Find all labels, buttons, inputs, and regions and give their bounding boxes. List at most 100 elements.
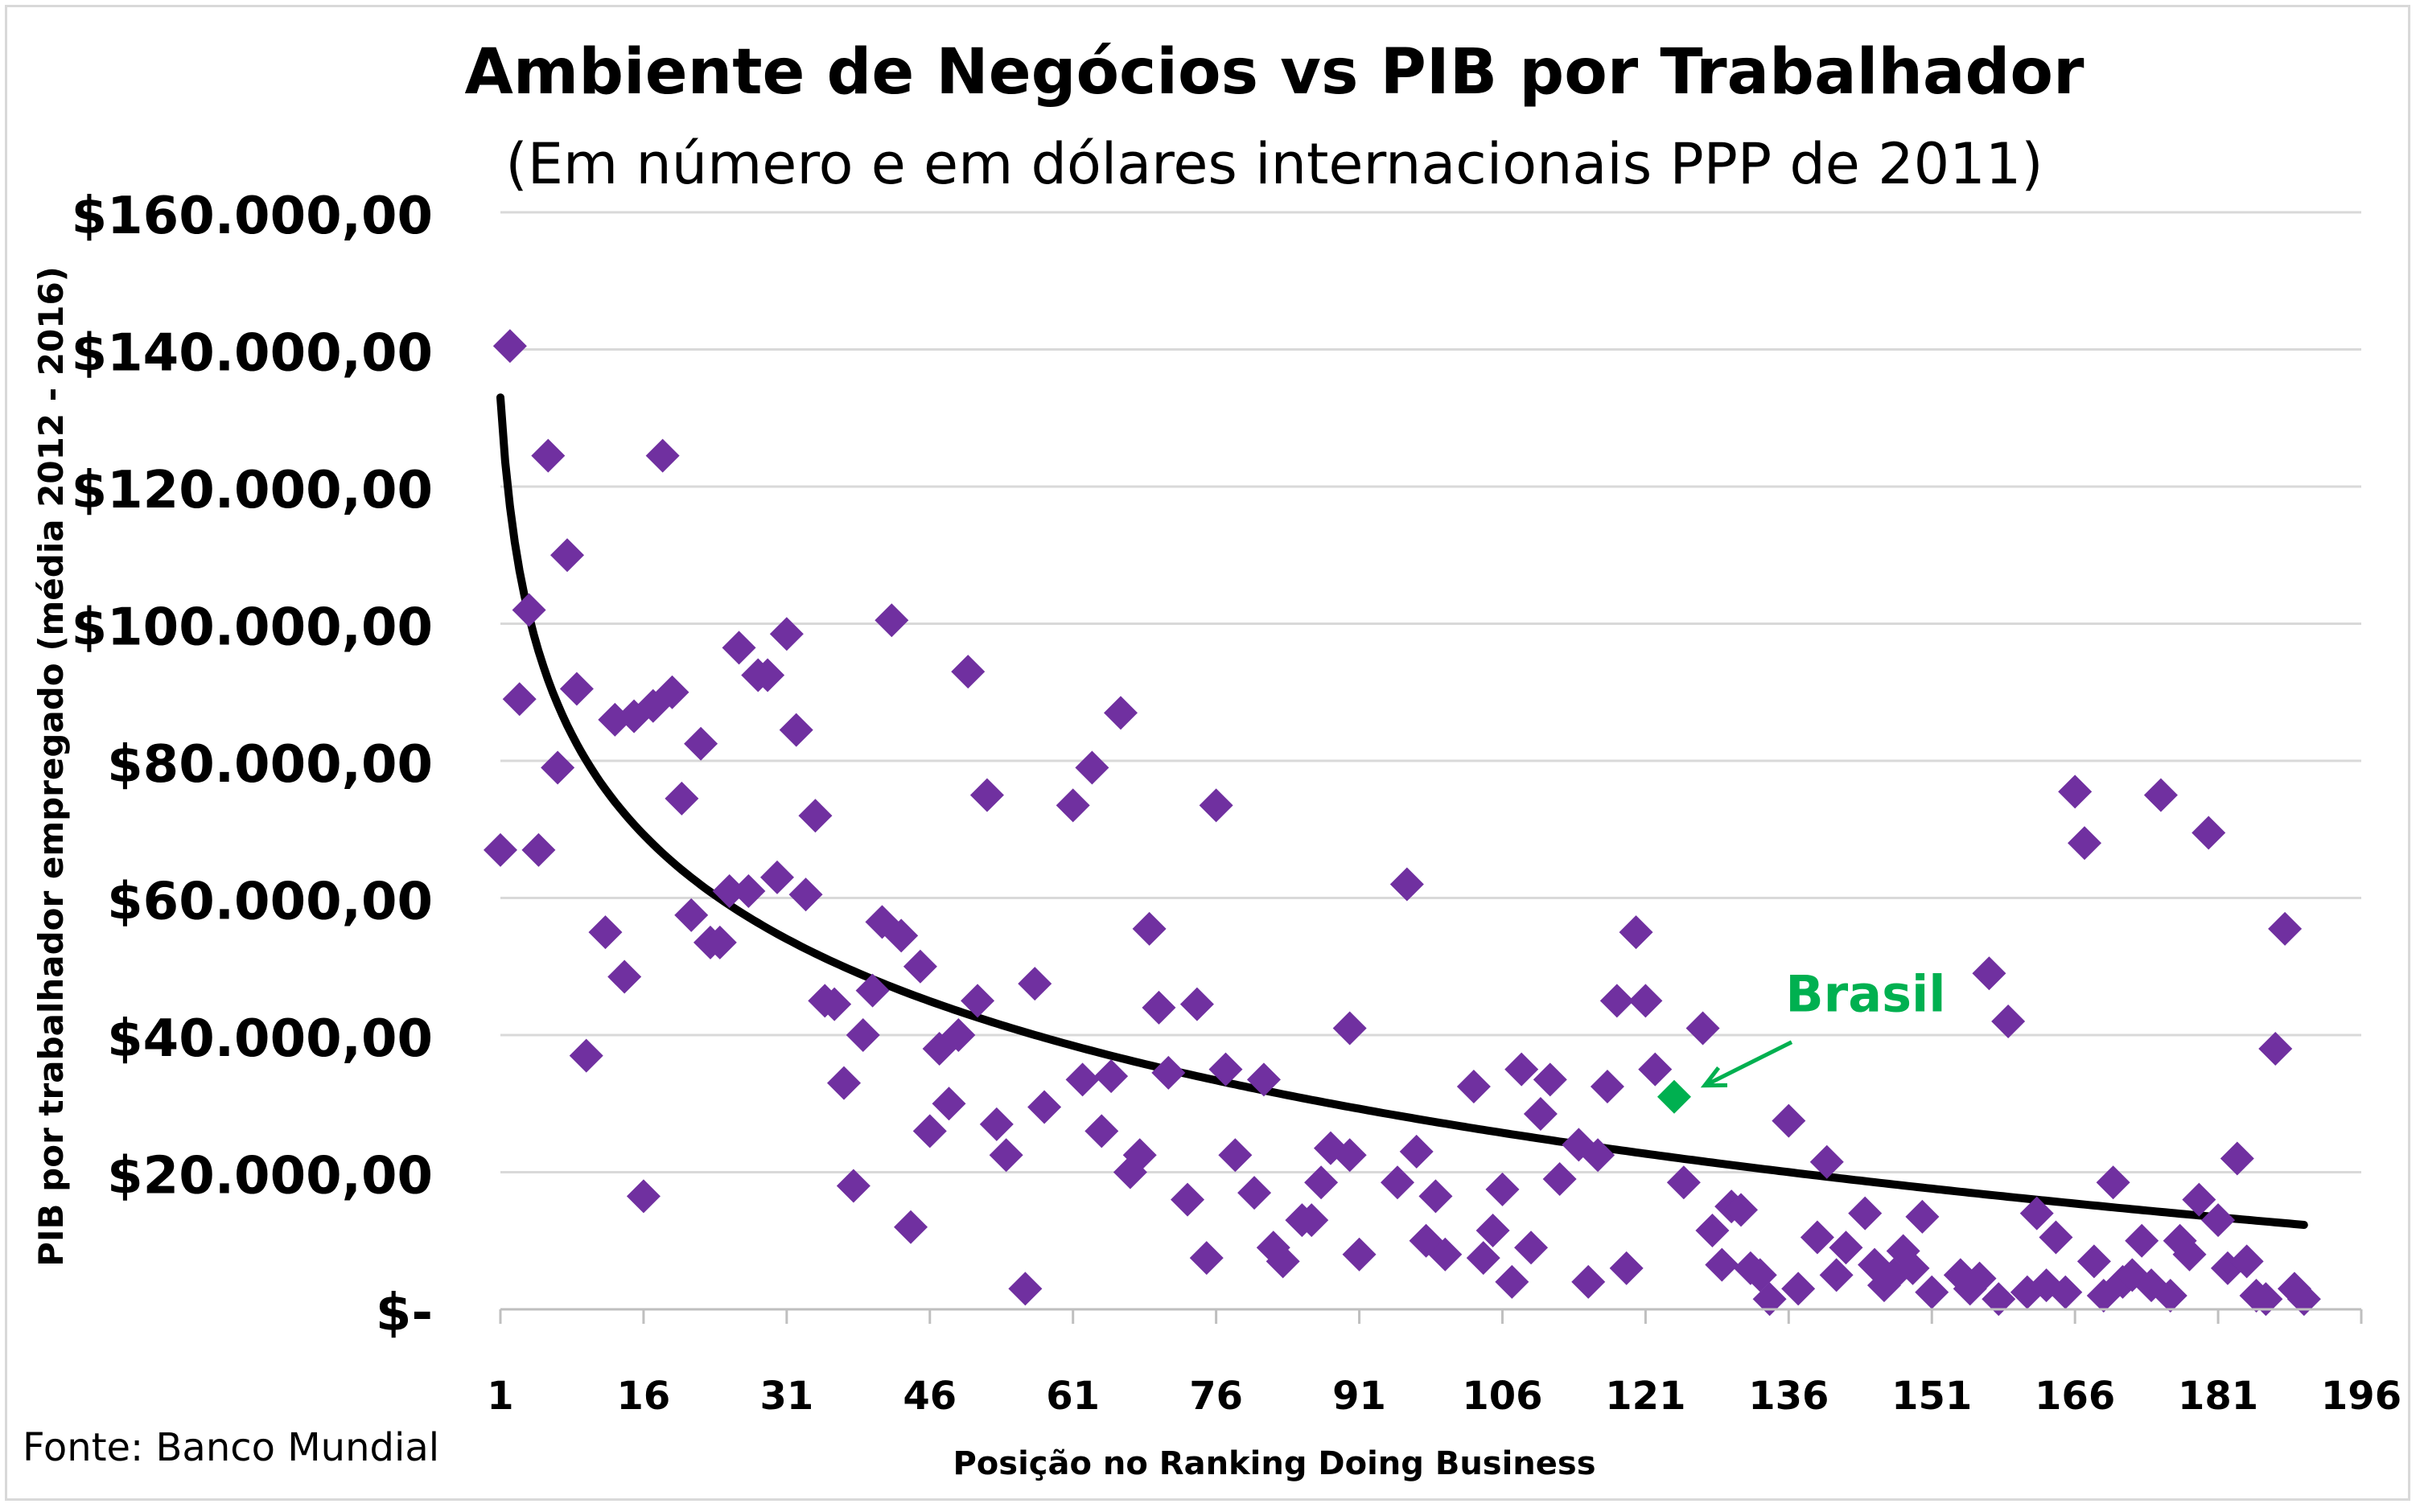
x-tick-label: 106	[1462, 1374, 1542, 1419]
y-tick-label: $40.000,00	[107, 1009, 433, 1069]
data-point	[1599, 984, 1634, 1018]
data-point	[1819, 1258, 1854, 1292]
data-point	[1332, 1011, 1367, 1046]
data-point	[932, 1087, 966, 1121]
data-point	[1705, 1247, 1739, 1282]
data-point	[769, 617, 804, 651]
data-point	[550, 538, 585, 573]
y-tick-label: $60.000,00	[107, 873, 433, 932]
data-point	[1132, 911, 1167, 946]
data-point	[1094, 1059, 1129, 1094]
data-point	[1581, 1138, 1615, 1173]
highlight-layer: Brasil	[1657, 965, 1946, 1114]
data-point	[1972, 956, 2006, 991]
data-point	[2076, 1244, 2111, 1279]
data-point	[512, 593, 546, 627]
data-point	[2153, 1278, 2187, 1313]
data-point	[607, 959, 642, 994]
chart-subtitle: (Em número e em dólares internacionais P…	[505, 131, 2043, 197]
data-point	[1075, 750, 1109, 785]
source-note: Fonte: Banco Mundial	[23, 1425, 440, 1470]
data-point	[1724, 1193, 1758, 1227]
data-point	[1065, 1062, 1100, 1097]
data-point	[759, 860, 794, 894]
data-point	[961, 984, 995, 1018]
y-tick-labels: $- $20.000,00 $40.000,00 $60.000,00 $80.000,…	[72, 187, 433, 1343]
data-point	[559, 672, 594, 706]
data-point	[969, 778, 1004, 812]
data-point	[645, 438, 680, 473]
x-tick-label: 46	[903, 1374, 957, 1419]
data-point	[2182, 1182, 2216, 1217]
data-point	[1685, 1011, 1720, 1046]
y-tick-label: $140.000,00	[72, 324, 433, 384]
data-point	[751, 658, 785, 692]
y-axis-label: PIB por trabalhador empregado (média 201…	[31, 266, 71, 1267]
data-point	[2039, 1220, 2073, 1255]
data-point	[798, 799, 833, 833]
data-point	[884, 918, 919, 953]
data-point	[779, 713, 813, 747]
data-point	[1151, 1055, 1186, 1090]
data-point	[1542, 1162, 1577, 1197]
data-point	[541, 750, 575, 785]
data-point	[712, 873, 747, 908]
data-point	[1018, 967, 1052, 1001]
data-point	[1619, 915, 1653, 950]
data-point	[979, 1107, 1014, 1141]
data-point	[531, 438, 566, 473]
data-point	[1895, 1251, 1930, 1285]
data-point	[1638, 1052, 1673, 1087]
data-point	[912, 1114, 947, 1148]
data-point	[1008, 1272, 1043, 1306]
data-point	[1418, 1179, 1453, 1214]
data-point	[569, 1038, 603, 1073]
data-point	[1199, 788, 1233, 823]
data-point	[1695, 1213, 1730, 1247]
data-point	[1399, 1134, 1434, 1169]
x-tick-label: 16	[617, 1374, 671, 1419]
data-point	[626, 1179, 661, 1214]
data-point	[1142, 990, 1176, 1025]
data-point	[1466, 1241, 1500, 1276]
data-point	[1590, 1069, 1624, 1103]
data-points	[484, 329, 2321, 1317]
x-tick-label: 181	[2178, 1374, 2258, 1419]
data-point	[722, 631, 756, 665]
data-point	[1962, 1261, 1997, 1296]
data-point	[1809, 1144, 1844, 1179]
chart-frame	[5, 5, 2410, 1501]
y-tick-label: $100.000,00	[72, 598, 433, 658]
data-point	[1171, 1182, 1205, 1217]
x-tick-label: 136	[1748, 1374, 1829, 1419]
data-point	[1991, 1004, 2026, 1038]
x-tick-label: 166	[2035, 1374, 2115, 1419]
data-point	[1829, 1231, 1863, 1265]
data-point	[731, 873, 766, 908]
brasil-point	[1657, 1079, 1691, 1114]
data-point	[1122, 1138, 1157, 1173]
data-point	[1294, 1203, 1329, 1238]
data-point	[588, 915, 623, 950]
brasil-arrowhead	[1700, 1066, 1728, 1088]
data-point	[1208, 1052, 1243, 1087]
data-point	[1533, 1062, 1567, 1097]
chart-title: Ambiente de Negócios vs PIB por Trabalha…	[465, 36, 2085, 109]
data-point	[846, 1018, 880, 1052]
y-tick-label: $160.000,00	[72, 187, 433, 246]
data-point	[1389, 867, 1424, 902]
data-point	[2096, 1165, 2130, 1200]
data-point	[1523, 1097, 1558, 1132]
data-point	[875, 603, 909, 638]
data-point	[1781, 1272, 1816, 1306]
data-point	[1475, 1213, 1510, 1247]
data-point	[521, 832, 556, 867]
data-point	[788, 877, 823, 912]
y-tick-label: $-	[376, 1284, 433, 1343]
data-point	[1905, 1199, 1940, 1234]
data-point	[2229, 1244, 2264, 1279]
y-tick-label: $120.000,00	[72, 461, 433, 520]
data-point	[702, 925, 737, 959]
data-point	[1504, 1052, 1539, 1087]
